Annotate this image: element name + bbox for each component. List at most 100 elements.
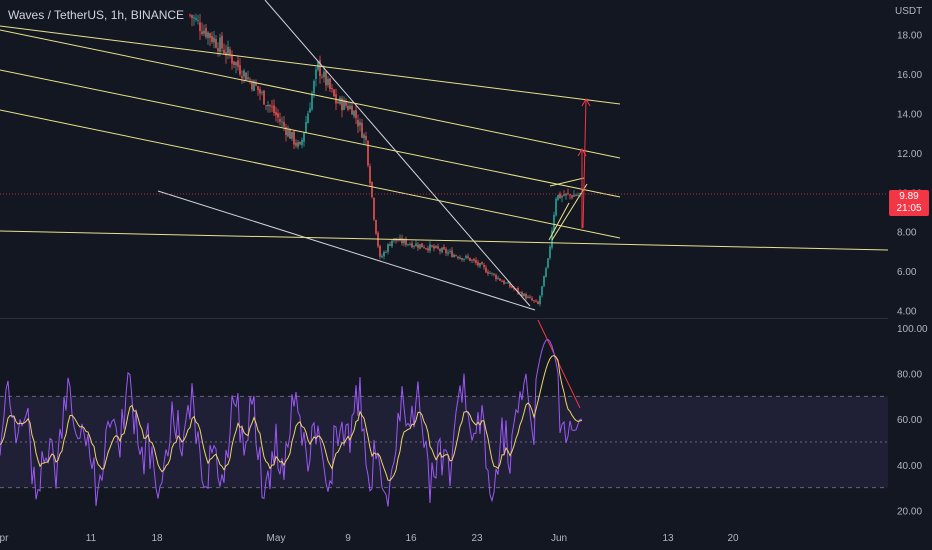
candle-body <box>423 247 425 249</box>
candle-body <box>255 82 257 86</box>
price-tick-label: 18.00 <box>897 31 922 42</box>
rsi-line <box>0 338 582 507</box>
time-tick-label: 9 <box>345 533 351 544</box>
candle-body <box>575 194 577 196</box>
channel-line[interactable] <box>0 29 621 159</box>
candle-body <box>511 285 513 288</box>
candle-body <box>373 197 375 220</box>
candle-body <box>205 28 207 38</box>
candle-body <box>307 113 309 124</box>
candle-body <box>315 69 317 79</box>
candle-body <box>539 295 541 305</box>
wedge-lower-line[interactable] <box>157 190 536 311</box>
candle-body <box>383 251 385 257</box>
candle-body <box>303 132 305 142</box>
candle-body <box>507 282 509 284</box>
candle-body <box>527 296 529 299</box>
rsi-tick-label: 100.00 <box>897 324 928 335</box>
candle-body <box>521 292 523 297</box>
candle-body <box>263 90 265 105</box>
candle-body <box>501 281 503 282</box>
candle-body <box>541 286 543 296</box>
candle-body <box>353 110 355 117</box>
candle-body <box>463 258 465 260</box>
rsi-tick-label: 20.00 <box>897 506 922 517</box>
candle-body <box>471 259 473 261</box>
candle-body <box>567 192 569 194</box>
candle-body <box>311 93 313 110</box>
bar-countdown: 21:05 <box>896 203 922 214</box>
support-line[interactable] <box>0 230 889 251</box>
time-tick-label: 11 <box>86 533 97 544</box>
candle-body <box>279 119 281 122</box>
candle-body <box>337 101 339 104</box>
candle-body <box>475 260 477 263</box>
price-tick-label: 8.00 <box>897 228 917 239</box>
candle-body <box>371 181 373 197</box>
candle-body <box>273 105 275 113</box>
flag-lower-line[interactable] <box>551 183 588 241</box>
candle-body <box>449 251 451 252</box>
candle-body <box>351 105 353 115</box>
candle-body <box>531 298 533 301</box>
candle-body <box>555 198 557 216</box>
price-tick-label: 4.00 <box>897 307 917 318</box>
channel-line[interactable] <box>0 109 621 239</box>
candle-body <box>227 46 229 54</box>
candle-body <box>545 268 547 277</box>
candle-body <box>251 81 253 90</box>
flag-pole-line[interactable] <box>548 202 570 241</box>
channel-line[interactable] <box>0 25 621 105</box>
candle-body <box>345 101 347 106</box>
candle-body <box>241 76 243 79</box>
candle-body <box>247 77 249 80</box>
candle-body <box>367 140 369 166</box>
candle-body <box>563 194 565 196</box>
currency-label: USDT <box>895 6 923 17</box>
candle-body <box>519 291 521 293</box>
candle-body <box>457 256 459 259</box>
target-arrow[interactable] <box>582 99 587 229</box>
candle-body <box>491 272 493 274</box>
candle-body <box>459 257 461 259</box>
candle-body <box>265 105 267 107</box>
candle-body <box>313 81 315 94</box>
candle-body <box>349 105 351 110</box>
candle-body <box>435 245 437 248</box>
candle-body <box>199 22 201 32</box>
target-arrow-head <box>581 97 591 107</box>
candle-body <box>281 121 283 123</box>
candle-body <box>559 193 561 199</box>
rsi-tick-label: 60.00 <box>897 415 922 426</box>
candle-body <box>239 65 241 75</box>
candle-body <box>343 100 345 110</box>
candle-body <box>361 122 363 138</box>
candle-body <box>425 248 427 250</box>
candle-body <box>421 243 423 248</box>
descending-trendline[interactable] <box>264 0 531 307</box>
candle-body <box>417 244 419 248</box>
candle-body <box>469 257 471 261</box>
symbol-title[interactable]: Waves / TetherUS, 1h, BINANCE <box>8 8 185 22</box>
candle-body <box>219 37 221 53</box>
candle-body <box>379 245 381 257</box>
time-tick-label: 18 <box>151 533 163 544</box>
time-axis[interactable]: pr 11 18 May 9 16 23 Jun 13 20 <box>0 533 739 544</box>
last-price-tag: 9.89 21:05 <box>889 190 929 216</box>
channel-line[interactable] <box>0 69 621 198</box>
candle-body <box>231 56 233 64</box>
candle-body <box>569 194 571 196</box>
candle-body <box>301 139 303 146</box>
price-tick-label: 14.00 <box>897 110 922 121</box>
candle-body <box>305 121 307 133</box>
candle-body <box>387 244 389 252</box>
drawing-lines[interactable] <box>0 0 889 409</box>
flag-upper-line[interactable] <box>549 177 585 187</box>
candle-body <box>517 288 519 293</box>
rsi-axis[interactable]: 20.00 40.00 60.00 80.00 100.00 <box>897 324 928 517</box>
candle-body <box>419 244 421 249</box>
candle-body <box>269 105 271 107</box>
candle-body <box>477 262 479 266</box>
